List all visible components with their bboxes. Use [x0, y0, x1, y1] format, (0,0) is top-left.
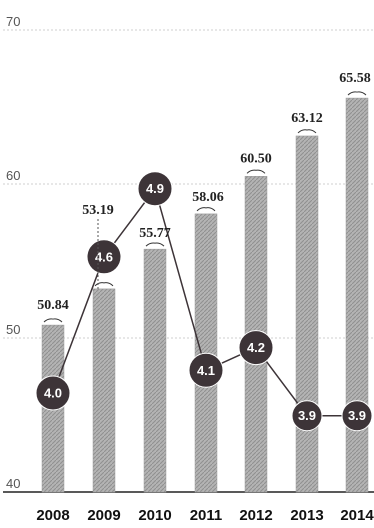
line-point-label-2008: 4.0	[44, 386, 62, 401]
bar-value-label-2013: 63.12	[291, 111, 323, 126]
y-tick-label-60: 60	[6, 168, 20, 183]
line-point-2010	[137, 171, 173, 207]
bar-value-label-2010: 55.77	[139, 226, 171, 241]
bar-value-label-2012: 60.50	[240, 151, 272, 166]
bar-brace-2014	[347, 91, 367, 96]
x-tick-label-2009: 2009	[87, 507, 120, 524]
x-tick-label-2008: 2008	[36, 507, 69, 524]
x-tick-label-2014: 2014	[340, 507, 374, 524]
bar-brace-2013	[297, 129, 317, 134]
bar-brace-2011	[196, 207, 216, 212]
line-point-2014	[341, 400, 373, 432]
x-tick-label-2013: 2013	[290, 507, 323, 524]
line-point-2012	[238, 330, 274, 366]
bar-2014	[345, 97, 369, 493]
bar-brace-2008	[43, 318, 63, 323]
bar-value-label-2014: 65.58	[339, 71, 371, 86]
bar-brace-2010	[145, 242, 165, 247]
line-point-label-2011: 4.1	[197, 363, 215, 378]
x-tick-label-2011: 2011	[190, 507, 223, 524]
bar-2009	[92, 288, 116, 493]
bar-brace-2012	[246, 169, 266, 174]
line-point-label-2010: 4.9	[146, 181, 164, 196]
y-tick-label-40: 40	[6, 476, 20, 491]
bar-value-label-2009: 53.19	[82, 203, 114, 218]
line-point-2009	[86, 239, 122, 275]
bar-brace-2009	[94, 282, 114, 287]
x-tick-label-2010: 2010	[138, 507, 171, 524]
bar-value-label-2011: 58.06	[192, 190, 224, 205]
bar-2013	[295, 135, 319, 493]
x-tick-label-2012: 2012	[239, 507, 272, 524]
line-point-label-2014: 3.9	[348, 408, 366, 423]
line-point-label-2013: 3.9	[298, 408, 316, 423]
line-point-2011	[188, 352, 224, 388]
line-point-2008	[35, 375, 71, 411]
y-tick-label-70: 70	[6, 14, 20, 29]
line-point-label-2009: 4.6	[95, 249, 113, 264]
line-point-2013	[291, 400, 323, 432]
bar-2010	[143, 248, 167, 493]
bar-value-label-2008: 50.84	[37, 298, 69, 313]
line-point-label-2012: 4.2	[247, 340, 265, 355]
y-tick-label-50: 50	[6, 322, 20, 337]
